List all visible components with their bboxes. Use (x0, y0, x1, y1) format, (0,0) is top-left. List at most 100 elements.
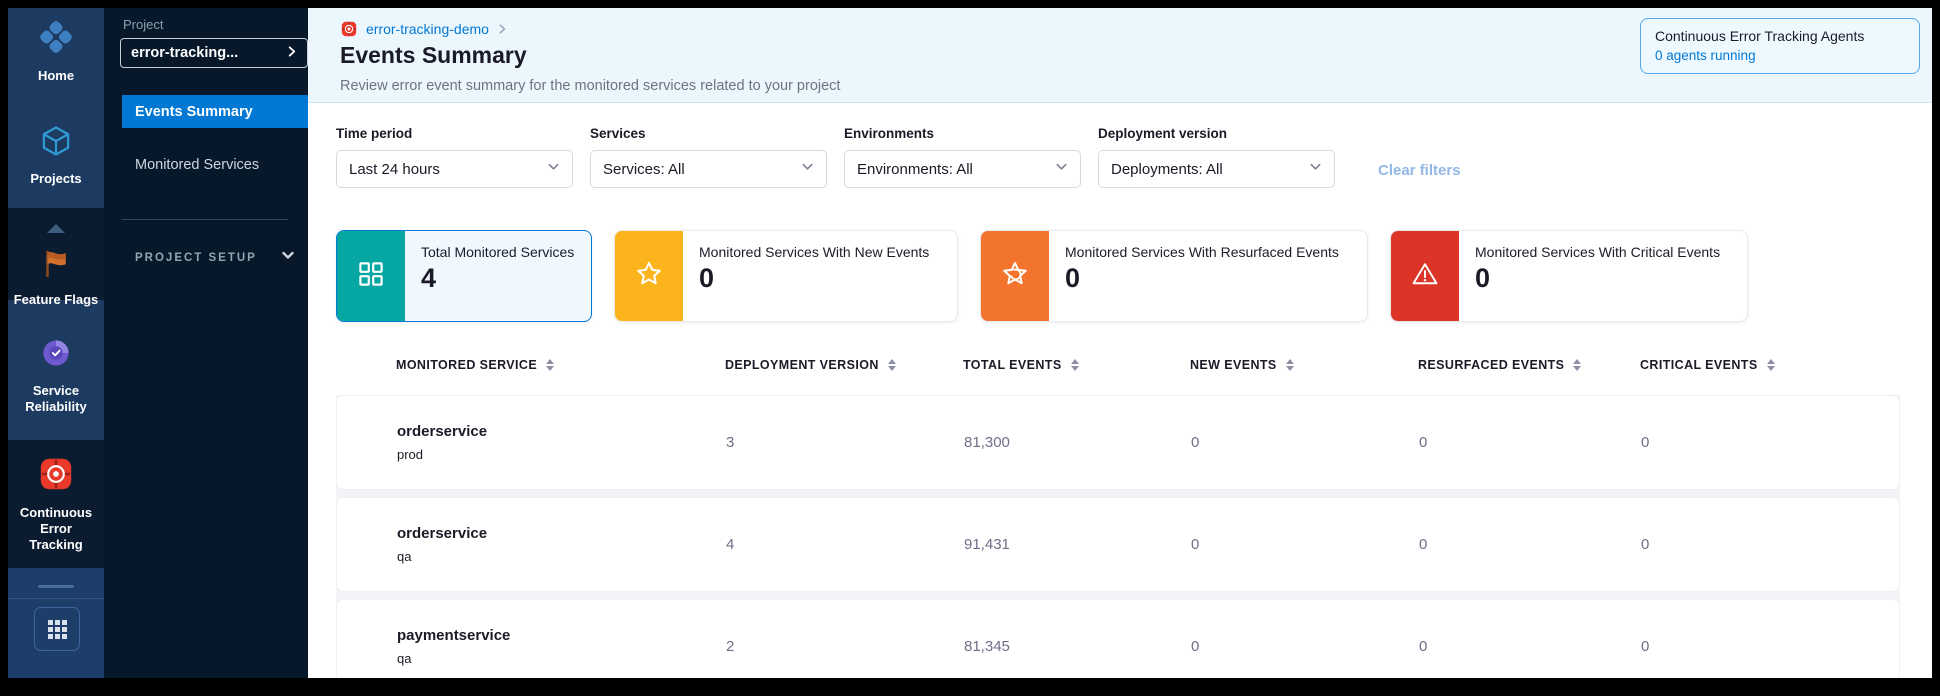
column-header-total-events[interactable]: TOTAL EVENTS (963, 358, 1190, 372)
card-label: Monitored Services With New Events (699, 244, 930, 260)
filter-services: Services Services: All (590, 126, 827, 188)
column-header-deployment-version[interactable]: DEPLOYMENT VERSION (725, 358, 963, 372)
sort-icon[interactable] (1285, 359, 1294, 371)
environments-select[interactable]: Environments: All (844, 150, 1081, 188)
service-name: orderservice (397, 525, 488, 542)
deployment-version-cell: 3 (726, 434, 735, 451)
table-row[interactable]: paymentservice qa 2 81,345 0 0 0 (336, 599, 1900, 678)
deployment-version-cell: 2 (726, 638, 735, 655)
page-subtitle: Review error event summary for the monit… (340, 78, 841, 94)
column-label: RESURFACED EVENTS (1418, 358, 1565, 372)
project-selector[interactable]: error-tracking... (120, 38, 308, 68)
nav-item-events-summary[interactable]: Events Summary (122, 95, 308, 128)
card-icon-block (1391, 231, 1459, 321)
warning-triangle-icon (1410, 259, 1440, 294)
service-environment: qa (397, 651, 412, 666)
nav-item-label: Monitored Services (135, 156, 260, 173)
module-sidebar: Home Projects Feat (8, 8, 104, 678)
nav-item-monitored-services[interactable]: Monitored Services (122, 148, 308, 181)
sidebar-item-service-reliability[interactable]: Service Reliability (8, 335, 104, 415)
sidebar-item-continuous-error-tracking[interactable]: Continuous Error Tracking (8, 455, 104, 553)
chevron-down-icon (801, 160, 814, 178)
column-header-monitored-service[interactable]: MONITORED SERVICE (336, 358, 725, 372)
app-frame: Home Projects Feat (8, 8, 1932, 678)
project-selector-value: error-tracking... (131, 45, 239, 61)
project-section-label: Project (123, 17, 164, 32)
card-value: 0 (699, 263, 715, 293)
table-row[interactable]: orderservice prod 3 81,300 0 0 0 (336, 395, 1900, 490)
card-critical-events[interactable]: Monitored Services With Critical Events … (1390, 230, 1748, 322)
services-select[interactable]: Services: All (590, 150, 827, 188)
new-events-cell: 0 (1191, 638, 1200, 655)
sort-icon[interactable] (1766, 359, 1775, 371)
deployments-select[interactable]: Deployments: All (1098, 150, 1335, 188)
sidebar-item-projects[interactable]: Projects (8, 123, 104, 187)
service-cell: orderservice prod (337, 423, 726, 462)
column-header-resurfaced-events[interactable]: RESURFACED EVENTS (1418, 358, 1640, 372)
agents-status-box[interactable]: Continuous Error Tracking Agents 0 agent… (1640, 18, 1920, 74)
card-icon-block (981, 231, 1049, 321)
sidebar-item-label: Service Reliability (25, 383, 87, 414)
cube-icon (38, 123, 74, 164)
chevron-down-icon (1309, 160, 1322, 178)
sidebar-item-label: Feature Flags (13, 292, 99, 307)
select-value: Deployments: All (1111, 160, 1223, 178)
card-total-monitored-services[interactable]: Total Monitored Services 4 (336, 230, 592, 322)
total-events-cell: 81,345 (964, 638, 1010, 655)
card-icon-block (337, 231, 405, 321)
card-new-events[interactable]: Monitored Services With New Events 0 (614, 230, 958, 322)
sidebar-scroll-up[interactable] (8, 224, 104, 233)
sort-icon[interactable] (1573, 359, 1582, 371)
agents-running-link[interactable]: 0 agents running (1655, 48, 1756, 63)
sidebar-highlight-srm (8, 300, 104, 440)
breadcrumb: error-tracking-demo (340, 20, 507, 38)
filter-label: Deployment version (1098, 126, 1228, 141)
chevron-down-icon (281, 248, 295, 267)
card-icon-block (615, 231, 683, 321)
service-environment: prod (397, 447, 424, 462)
filter-environments: Environments Environments: All (844, 126, 1081, 188)
apps-grid-icon (47, 619, 67, 639)
harness-logo-icon (37, 18, 75, 61)
card-resurfaced-events[interactable]: Monitored Services With Resurfaced Event… (980, 230, 1368, 322)
summary-cards: Total Monitored Services 4 Monitored Ser… (336, 230, 1748, 322)
column-label: NEW EVENTS (1190, 358, 1277, 372)
dashboard-icon (356, 259, 386, 294)
sidebar-resize-handle[interactable] (38, 585, 74, 588)
column-header-new-events[interactable]: NEW EVENTS (1190, 358, 1418, 372)
new-events-cell: 0 (1191, 536, 1200, 553)
sort-icon[interactable] (546, 359, 555, 371)
new-events-cell: 0 (1191, 434, 1200, 451)
total-events-cell: 91,431 (964, 536, 1010, 553)
project-nav-panel: Project error-tracking... Events Summary… (104, 8, 308, 678)
project-setup-toggle[interactable]: PROJECT SETUP (135, 248, 295, 267)
filters-bar: Time period Last 24 hours Services Servi… (336, 126, 1461, 188)
table-body: orderservice prod 3 81,300 0 0 0 orderse… (336, 395, 1900, 678)
error-tracking-mini-icon (340, 20, 358, 38)
sidebar-item-label: Continuous Error Tracking (19, 505, 93, 552)
card-value: 0 (1065, 263, 1081, 293)
page-header: error-tracking-demo Events Summary Revie… (308, 8, 1932, 103)
module-switcher-button[interactable] (34, 607, 80, 651)
sidebar-item-feature-flags[interactable]: Feature Flags (8, 246, 104, 308)
time-period-select[interactable]: Last 24 hours (336, 150, 573, 188)
critical-events-cell: 0 (1641, 638, 1650, 655)
sort-icon[interactable] (1070, 359, 1079, 371)
sidebar-item-home[interactable]: Home (8, 18, 104, 84)
clear-filters-button[interactable]: Clear filters (1378, 162, 1461, 179)
breadcrumb-project-link[interactable]: error-tracking-demo (366, 21, 489, 37)
nav-item-label: Events Summary (135, 103, 253, 120)
sort-icon[interactable] (887, 359, 896, 371)
select-value: Services: All (603, 160, 685, 178)
column-header-critical-events[interactable]: CRITICAL EVENTS (1640, 358, 1900, 372)
critical-events-cell: 0 (1641, 536, 1650, 553)
column-label: DEPLOYMENT VERSION (725, 358, 879, 372)
column-label: MONITORED SERVICE (396, 358, 538, 372)
table-row[interactable]: orderservice qa 4 91,431 0 0 0 (336, 497, 1900, 592)
card-value: 0 (1475, 263, 1491, 293)
events-table: MONITORED SERVICE DEPLOYMENT VERSION TOT… (336, 348, 1900, 678)
table-header-row: MONITORED SERVICE DEPLOYMENT VERSION TOT… (336, 348, 1900, 382)
resurfaced-events-cell: 0 (1419, 638, 1428, 655)
select-value: Last 24 hours (349, 160, 440, 178)
star-icon (634, 259, 664, 294)
